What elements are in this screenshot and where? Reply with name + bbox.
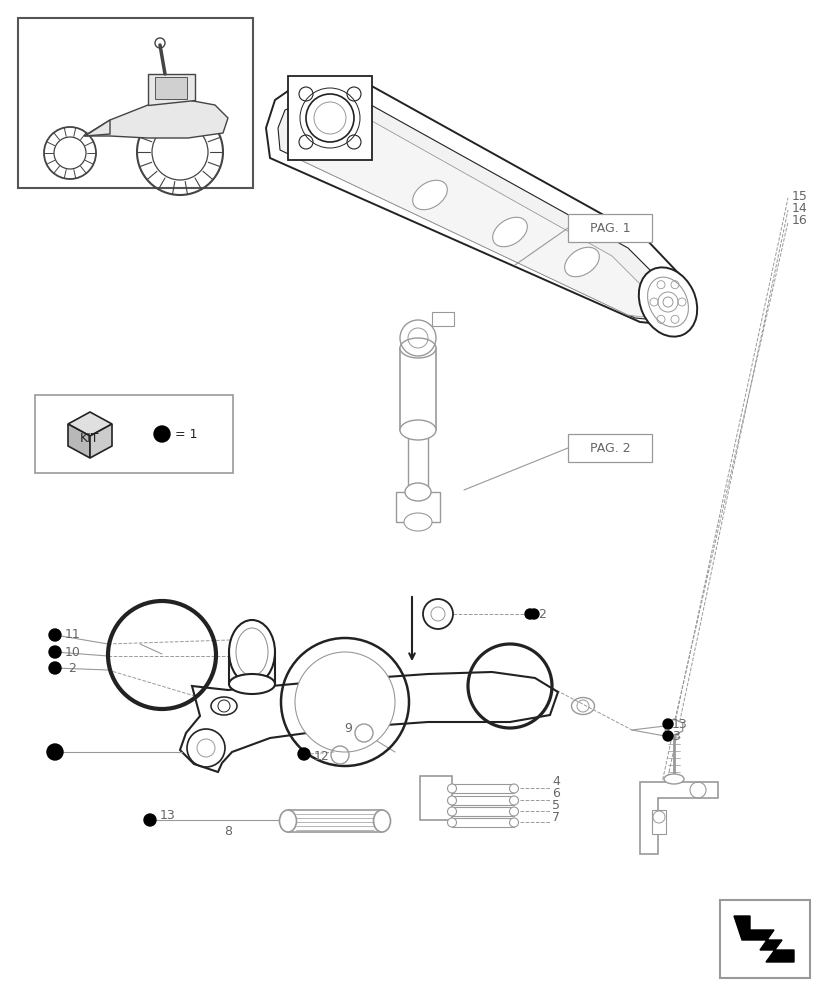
Ellipse shape bbox=[638, 267, 696, 337]
Bar bbox=[35, 395, 232, 473]
Ellipse shape bbox=[447, 807, 456, 816]
Bar bbox=[288, 76, 371, 160]
Bar bbox=[399, 348, 436, 430]
Text: KIT: KIT bbox=[80, 432, 99, 446]
Polygon shape bbox=[639, 782, 717, 854]
Polygon shape bbox=[85, 120, 110, 136]
Circle shape bbox=[47, 744, 63, 760]
Ellipse shape bbox=[492, 217, 527, 247]
Circle shape bbox=[662, 719, 672, 729]
Polygon shape bbox=[68, 412, 112, 436]
Bar bbox=[452, 796, 514, 805]
Circle shape bbox=[49, 662, 61, 674]
Text: 2: 2 bbox=[538, 607, 545, 620]
Ellipse shape bbox=[229, 674, 275, 694]
Text: 13: 13 bbox=[160, 809, 175, 822]
Circle shape bbox=[528, 609, 538, 619]
Text: 5: 5 bbox=[552, 799, 559, 812]
Text: 14: 14 bbox=[791, 202, 807, 215]
Text: 2: 2 bbox=[68, 662, 76, 674]
Circle shape bbox=[294, 652, 394, 752]
Ellipse shape bbox=[404, 483, 431, 501]
Text: 12: 12 bbox=[313, 750, 329, 762]
Polygon shape bbox=[148, 74, 195, 105]
Text: 3: 3 bbox=[672, 730, 679, 742]
Polygon shape bbox=[733, 916, 793, 962]
Ellipse shape bbox=[509, 807, 518, 816]
Ellipse shape bbox=[280, 810, 296, 832]
Polygon shape bbox=[84, 100, 227, 138]
Ellipse shape bbox=[229, 620, 275, 684]
Ellipse shape bbox=[447, 818, 456, 827]
Bar bbox=[288, 810, 381, 832]
Polygon shape bbox=[68, 424, 90, 458]
Ellipse shape bbox=[509, 784, 518, 793]
Text: 9: 9 bbox=[344, 722, 351, 734]
Circle shape bbox=[154, 426, 170, 442]
Ellipse shape bbox=[399, 420, 436, 440]
Polygon shape bbox=[288, 112, 649, 317]
Circle shape bbox=[49, 646, 61, 658]
Polygon shape bbox=[665, 719, 681, 735]
Bar bbox=[155, 77, 187, 99]
Text: 15: 15 bbox=[791, 190, 807, 202]
Circle shape bbox=[524, 609, 534, 619]
Text: 10: 10 bbox=[65, 646, 81, 658]
Text: = 1: = 1 bbox=[174, 428, 198, 440]
Ellipse shape bbox=[663, 774, 683, 784]
Bar bbox=[18, 18, 253, 188]
Bar bbox=[452, 784, 514, 793]
Polygon shape bbox=[265, 84, 687, 325]
Text: 8: 8 bbox=[224, 825, 232, 838]
Text: 13: 13 bbox=[672, 718, 687, 730]
Ellipse shape bbox=[399, 338, 436, 358]
Ellipse shape bbox=[447, 796, 456, 805]
Text: 16: 16 bbox=[791, 214, 807, 227]
Circle shape bbox=[662, 731, 672, 741]
Ellipse shape bbox=[509, 796, 518, 805]
Ellipse shape bbox=[647, 277, 687, 327]
Ellipse shape bbox=[412, 180, 447, 210]
Ellipse shape bbox=[236, 628, 268, 676]
Bar bbox=[395, 492, 439, 522]
Bar bbox=[567, 214, 651, 242]
Text: PAG. 2: PAG. 2 bbox=[589, 442, 629, 454]
Ellipse shape bbox=[509, 818, 518, 827]
Text: 4: 4 bbox=[552, 775, 559, 788]
Ellipse shape bbox=[564, 247, 599, 277]
Text: 7: 7 bbox=[552, 811, 559, 824]
Ellipse shape bbox=[404, 513, 432, 531]
Ellipse shape bbox=[373, 810, 390, 832]
Bar bbox=[651, 810, 665, 834]
Bar bbox=[452, 807, 514, 816]
Polygon shape bbox=[179, 672, 557, 772]
Circle shape bbox=[144, 814, 155, 826]
Bar bbox=[452, 818, 514, 827]
Circle shape bbox=[298, 748, 309, 760]
Bar bbox=[419, 776, 452, 820]
Polygon shape bbox=[90, 424, 112, 458]
Text: PAG. 1: PAG. 1 bbox=[589, 222, 629, 234]
Bar bbox=[567, 434, 651, 462]
Bar bbox=[719, 900, 809, 978]
Polygon shape bbox=[278, 100, 667, 320]
Text: 6: 6 bbox=[552, 787, 559, 800]
Bar bbox=[408, 430, 428, 492]
Text: 11: 11 bbox=[65, 629, 81, 642]
Circle shape bbox=[49, 629, 61, 641]
Ellipse shape bbox=[447, 784, 456, 793]
Bar bbox=[432, 312, 453, 326]
